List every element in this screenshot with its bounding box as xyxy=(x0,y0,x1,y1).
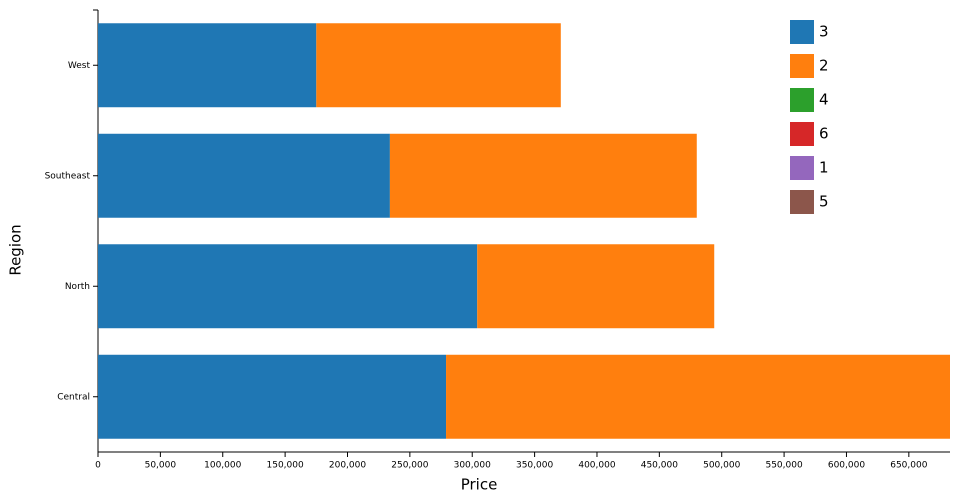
bar xyxy=(98,23,317,108)
x-tick-label: 400,000 xyxy=(578,461,615,471)
y-tick-label: Central xyxy=(57,392,90,402)
x-tick-label: 450,000 xyxy=(641,461,678,471)
x-axis-title: Price xyxy=(461,476,498,494)
legend-label: 2 xyxy=(819,57,829,75)
legend-label: 1 xyxy=(819,159,829,177)
x-tick-label: 500,000 xyxy=(703,461,740,471)
x-tick-label: 300,000 xyxy=(454,461,491,471)
x-tick-label: 650,000 xyxy=(890,461,927,471)
bar xyxy=(477,244,715,329)
bar xyxy=(316,23,561,108)
bar xyxy=(389,133,697,218)
bar xyxy=(446,354,950,439)
x-tick-label: 100,000 xyxy=(204,461,241,471)
y-axis-title: Region xyxy=(7,224,25,275)
legend-label: 4 xyxy=(819,91,829,109)
x-tick-label: 250,000 xyxy=(391,461,428,471)
x-tick-label: 50,000 xyxy=(145,461,177,471)
legend-swatch xyxy=(790,88,814,112)
x-tick-label: 150,000 xyxy=(267,461,304,471)
legend-label: 5 xyxy=(819,193,829,211)
y-tick-label: West xyxy=(68,61,91,71)
legend-label: 3 xyxy=(819,23,829,41)
x-tick-label: 550,000 xyxy=(765,461,802,471)
bar xyxy=(98,244,478,329)
bar xyxy=(98,354,447,439)
legend-swatch xyxy=(790,54,814,78)
legend-swatch xyxy=(790,156,814,180)
legend-swatch xyxy=(790,20,814,44)
bar xyxy=(98,133,390,218)
legend-swatch xyxy=(790,190,814,214)
x-tick-label: 0 xyxy=(95,461,101,471)
legend-swatch xyxy=(790,122,814,146)
legend-label: 6 xyxy=(819,125,829,143)
x-tick-label: 600,000 xyxy=(828,461,865,471)
y-tick-label: North xyxy=(65,282,90,292)
y-tick-label: Southeast xyxy=(45,171,91,181)
x-tick-label: 350,000 xyxy=(516,461,553,471)
x-tick-label: 200,000 xyxy=(329,461,366,471)
